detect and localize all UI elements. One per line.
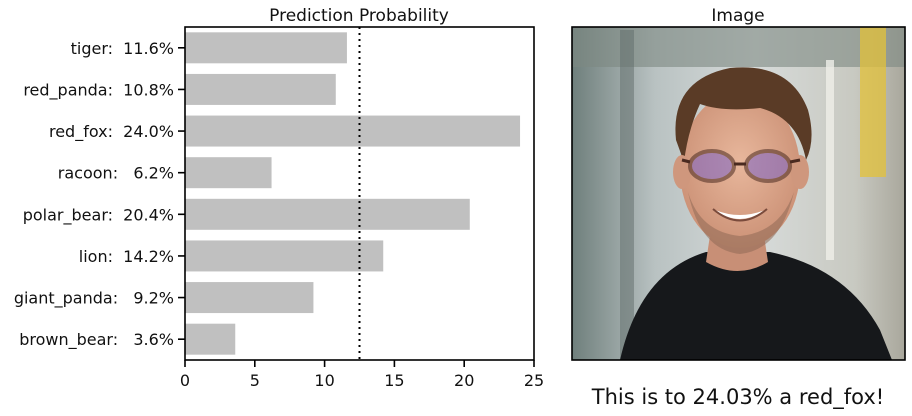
x-tick-label: 0 [180,371,190,390]
bar-giant_panda [185,282,314,314]
image-title: Image [711,6,764,26]
x-tick-label: 20 [454,371,474,390]
x-tick-label: 5 [250,371,260,390]
y-tick-label: tiger: 11.6% [71,39,174,58]
bar-racoon [185,157,272,189]
prediction-caption: This is to 24.03% a red_fox! [591,385,884,410]
y-axis: tiger: 11.6% red_panda: 10.8% red_fox: 24.… [14,39,185,350]
y-tick-label: giant_panda: 9.2% [14,289,174,309]
y-tick-label: lion: 14.2% [79,247,174,266]
y-tick-label: red_panda: 10.8% [23,80,174,100]
y-tick-label: brown_bear: 3.6% [19,330,174,350]
plot-frame [184,26,535,361]
portrait-photo [572,27,905,360]
bar-lion [185,240,384,272]
x-axis: 0 5 10 15 20 25 [180,360,544,390]
bar-chart: Prediction Probability tiger: 11.6% red_p… [14,6,544,390]
x-tick-label: 10 [314,371,334,390]
image-frame [571,26,906,361]
bar-polar_bear [185,198,470,230]
bar-brown_bear [185,323,236,355]
y-tick-label: red_fox: 24.0% [49,122,174,142]
x-tick-label: 25 [524,371,544,390]
bar-red_panda [185,73,336,105]
chart-title: Prediction Probability [269,6,449,26]
y-tick-label: racoon: 6.2% [58,164,174,183]
bars-layer [185,32,521,355]
x-tick-label: 15 [384,371,404,390]
image-panel: Image [571,6,906,410]
bar-red_fox [185,115,521,147]
bar-tiger [185,32,347,64]
y-tick-label: polar_bear: 20.4% [23,205,174,225]
